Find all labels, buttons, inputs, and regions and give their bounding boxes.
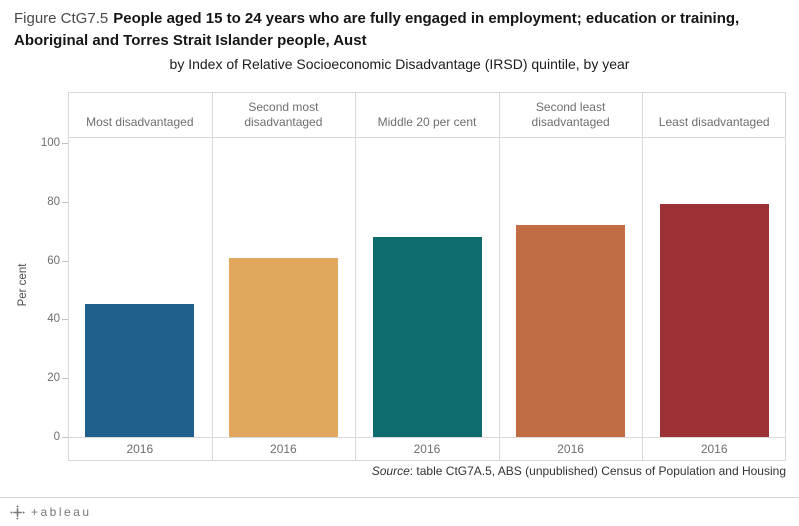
y-tick-mark	[62, 319, 68, 321]
y-tick-label: 40	[47, 313, 60, 326]
zero-line	[68, 437, 786, 438]
y-tick-label: 60	[47, 254, 60, 267]
bar[interactable]	[516, 225, 626, 437]
source-label: Source	[371, 464, 410, 478]
panel-divider	[355, 92, 357, 461]
tableau-footer: +ableau	[0, 497, 799, 526]
title-bold-2: Aboriginal and Torres Strait Islander pe…	[14, 32, 367, 49]
bar[interactable]	[228, 257, 338, 437]
header-divider	[68, 137, 786, 138]
y-tick-mark	[62, 437, 68, 438]
column-header: Most disadvantaged	[86, 115, 194, 129]
tableau-wordmark: +ableau	[31, 505, 92, 519]
y-tick-mark	[62, 378, 68, 380]
column-header: Second least disadvantaged	[531, 100, 610, 129]
y-tick-label: 100	[40, 137, 60, 149]
source-text: : table CtG7A.5, ABS (unpublished) Censu…	[409, 464, 786, 478]
column-header: Middle 20 per cent	[377, 115, 477, 129]
panel-divider	[498, 92, 500, 461]
y-tick-mark	[62, 260, 68, 262]
plot-border	[68, 92, 786, 461]
bar[interactable]	[85, 303, 195, 437]
column-header: Second most disadvantaged	[244, 100, 323, 129]
y-tick-mark	[62, 143, 68, 144]
y-tick-label: 20	[47, 372, 60, 385]
panel-divider	[642, 92, 644, 461]
x-axis-label: 2016	[700, 442, 728, 456]
tableau-logo[interactable]: +ableau	[10, 504, 92, 520]
x-axis-label: 2016	[270, 442, 297, 456]
title-line-1: Figure CtG7.5 People aged 15 to 24 years …	[14, 8, 785, 30]
title-bold-1: People aged 15 to 24 years who are fully…	[113, 10, 740, 27]
bar-chart: Per cent 0 20 40 60 80 100 Most disadvantaged 2…	[0, 92, 799, 461]
tableau-glyph-icon	[10, 504, 25, 520]
source-note: Source: table CtG7A.5, ABS (unpublished)…	[372, 464, 786, 478]
bar[interactable]	[372, 237, 482, 437]
x-axis-label: 2016	[413, 442, 441, 456]
y-tick-label: 80	[47, 195, 60, 208]
x-axis-label: 2016	[557, 442, 584, 456]
figure-number: Figure CtG7.5	[14, 10, 109, 27]
panel-divider	[211, 92, 213, 461]
bar[interactable]	[659, 203, 769, 437]
x-axis-label: 2016	[126, 442, 154, 456]
y-tick-label: 0	[53, 431, 60, 443]
y-tick-mark	[62, 201, 68, 203]
chart-title: Figure CtG7.5 People aged 15 to 24 years …	[14, 8, 785, 74]
chart-subtitle: by Index of Relative Socioeconomic Disad…	[169, 56, 630, 72]
column-header: Least disadvantaged	[658, 115, 770, 129]
